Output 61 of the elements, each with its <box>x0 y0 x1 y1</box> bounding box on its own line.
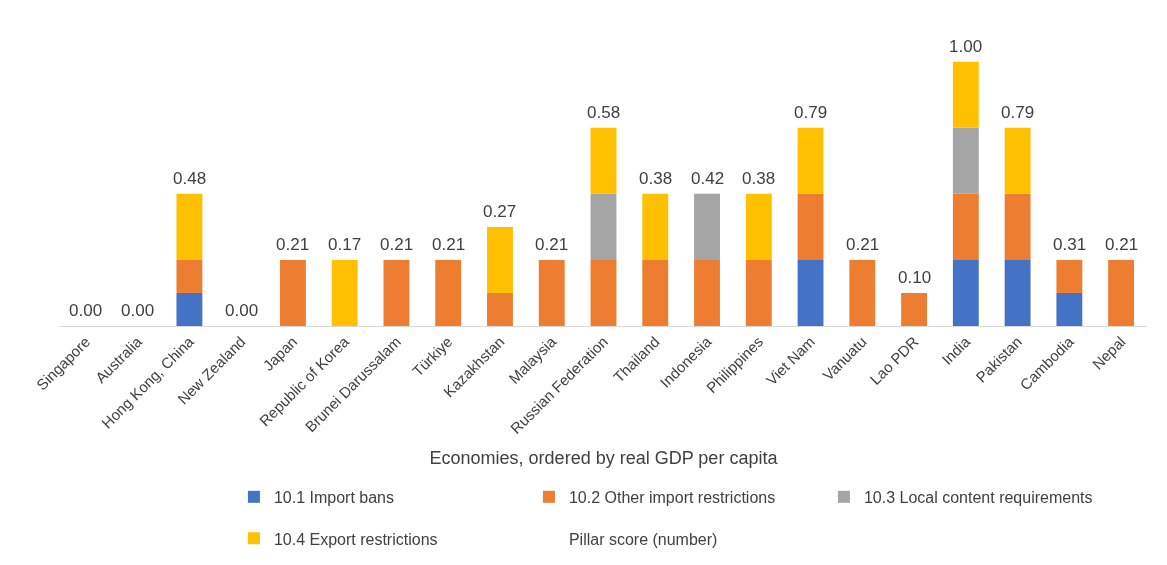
annotation: 0.00 <box>225 301 259 320</box>
bar <box>797 127 824 194</box>
annotation: 0.21 <box>276 235 310 254</box>
bar <box>176 259 203 293</box>
bar <box>1056 259 1083 293</box>
legend-label: 10.4 Export restrictions <box>273 530 438 548</box>
annotation: 0.17 <box>328 235 362 254</box>
annotation: 1.00 <box>949 37 983 56</box>
bar <box>487 226 513 293</box>
annotation: 0.48 <box>173 169 207 188</box>
legend-label: 10.1 Import bans <box>273 489 394 507</box>
bar <box>952 61 979 128</box>
legend-label: 10.2 Other import restrictions <box>568 489 776 507</box>
bar <box>279 259 306 326</box>
bar <box>694 259 720 326</box>
x-axis-title: Economies, ordered by real GDP per capita <box>429 448 779 468</box>
annotation: 0.21 <box>535 235 569 254</box>
annotation: 0.38 <box>639 169 673 188</box>
bar <box>1108 259 1135 326</box>
bar <box>952 259 979 326</box>
annotation: 0.31 <box>1053 235 1087 254</box>
annotation: 0.58 <box>587 103 621 122</box>
bar <box>1004 127 1031 194</box>
annotation: 0.27 <box>483 202 517 221</box>
annotation: 0.79 <box>794 103 828 122</box>
annotation: 0.00 <box>69 301 103 320</box>
bar <box>331 259 358 326</box>
bar <box>176 193 203 260</box>
annotation: 0.21 <box>432 235 466 254</box>
bar <box>487 292 513 326</box>
text: Pillar score (number) <box>568 530 718 548</box>
annotation: 0.10 <box>898 268 932 287</box>
bar <box>797 259 824 326</box>
bar <box>590 193 617 260</box>
annotation: 0.42 <box>691 169 725 188</box>
bar <box>642 259 669 326</box>
annotation: 0.79 <box>1001 103 1035 122</box>
bar <box>745 259 772 326</box>
bar <box>1004 259 1031 326</box>
bar <box>590 259 617 326</box>
bar <box>590 127 617 194</box>
bar <box>694 193 720 260</box>
annotation: 0.21 <box>380 235 414 254</box>
bar <box>435 259 462 326</box>
bar <box>952 193 979 260</box>
bar <box>745 193 772 260</box>
bar <box>1056 292 1083 326</box>
bar <box>538 259 565 326</box>
legend-label: 10.3 Local content requirements <box>863 489 1093 507</box>
bar <box>797 193 824 260</box>
bar <box>383 259 410 326</box>
bar <box>952 127 979 194</box>
bar <box>901 292 928 326</box>
annotation: 0.00 <box>121 301 155 320</box>
bar <box>176 292 203 326</box>
bar <box>642 193 669 260</box>
annotation: 0.38 <box>742 169 776 188</box>
annotation: 0.21 <box>1105 235 1139 254</box>
annotation: 0.21 <box>846 235 880 254</box>
bar <box>849 259 876 326</box>
bar <box>1004 193 1031 260</box>
